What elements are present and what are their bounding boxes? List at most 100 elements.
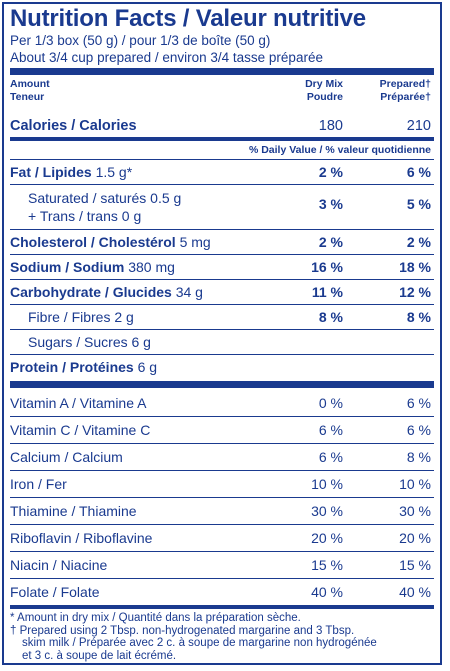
serving-prepared: About 3/4 cup prepared / environ 3/4 tas… (10, 50, 323, 65)
calories-dry: 180 (318, 118, 343, 134)
fibre-dry: 8 % (318, 309, 343, 325)
footnote-prepared-cont: et 3 c. à soupe de lait écrémé. (22, 649, 177, 662)
preparee-header: Préparée† (380, 91, 431, 103)
divider (10, 68, 434, 75)
vitamin-prepared: 10 % (399, 476, 431, 492)
footnotes: * Amount in dry mix / Quantité dans la p… (10, 609, 434, 662)
divider (10, 470, 434, 471)
divider (10, 304, 434, 305)
divider (10, 354, 434, 355)
fat-amount: 1.5 g* (95, 164, 133, 180)
divider (10, 254, 434, 255)
vitamin-dry: 40 % (311, 584, 343, 600)
fibre-prepared: 8 % (406, 309, 431, 325)
vitamin-label: Riboflavin / Riboflavine (10, 530, 153, 546)
divider (10, 443, 434, 444)
footnote-prepared: † Prepared using 2 Tbsp. non-hydrogenate… (10, 624, 355, 637)
poudre-header: Poudre (306, 91, 343, 103)
divider (10, 524, 434, 525)
divider (10, 229, 434, 230)
prepared-header: Prepared† (379, 78, 431, 90)
saturated-dry: 3 % (318, 196, 343, 212)
fat-label: Fat / Lipides (10, 164, 92, 180)
divider (10, 184, 434, 185)
protein-label: Protein / Protéines (10, 359, 134, 375)
vitamin-prepared: 6 % (406, 422, 431, 438)
vitamin-row: Niacin / Niacine 15 % 15 % (10, 552, 434, 578)
vitamin-dry: 30 % (311, 503, 343, 519)
vitamin-label: Niacin / Niacine (10, 557, 108, 573)
vitamin-row: Riboflavin / Riboflavine 20 % 20 % (10, 525, 434, 551)
protein-row: Protein / Protéines 6 g (10, 355, 434, 379)
divider (10, 578, 434, 579)
sodium-row: Sodium / Sodium 380 mg 16 % 18 % (10, 255, 434, 279)
vitamin-prepared: 15 % (399, 557, 431, 573)
vitamin-label: Iron / Fer (10, 476, 67, 492)
fat-prepared: 6 % (406, 164, 431, 180)
protein-amount: 6 g (137, 359, 158, 375)
fibre-row: Fibre / Fibres 2 g 8 % 8 % (10, 305, 434, 329)
panel-title: Nutrition Facts / Valeur nutritive (10, 5, 366, 32)
sodium-amount: 380 mg (128, 259, 175, 275)
amount-label: Amount (10, 78, 50, 90)
saturated-label: Saturated / saturés 0.5 g (28, 190, 182, 206)
vitamin-dry: 6 % (318, 422, 343, 438)
vitamin-prepared: 40 % (399, 584, 431, 600)
cholesterol-prepared: 2 % (406, 234, 431, 250)
carbohydrate-dry: 11 % (311, 284, 343, 300)
teneur-label: Teneur (10, 91, 45, 103)
fibre-label: Fibre / Fibres 2 g (28, 309, 134, 325)
divider (10, 137, 434, 141)
divider (10, 416, 434, 417)
vitamin-prepared: 6 % (406, 395, 431, 411)
footnote-dry-mix: * Amount in dry mix / Quantité dans la p… (10, 612, 301, 624)
vitamin-label: Folate / Folate (10, 584, 100, 600)
daily-value-header: % Daily Value / % valeur quotidienne (248, 144, 431, 156)
serving-size: Per 1/3 box (50 g) / pour 1/3 de boîte (… (10, 33, 271, 48)
sodium-dry: 16 % (311, 259, 343, 275)
vitamin-row: Vitamin C / Vitamine C 6 % 6 % (10, 417, 434, 443)
vitamin-dry: 15 % (311, 557, 343, 573)
calories-label: Calories / Calories (10, 118, 137, 134)
calories-row: Calories / Calories 180 210 (10, 115, 434, 137)
divider (10, 381, 434, 388)
vitamin-prepared: 30 % (399, 503, 431, 519)
divider (10, 159, 434, 160)
vitamin-dry: 0 % (318, 395, 343, 411)
saturated-prepared: 5 % (406, 196, 431, 212)
fat-dry: 2 % (318, 164, 343, 180)
column-header: Amount Teneur Dry Mix Poudre Prepared† P… (10, 77, 434, 115)
vitamin-row: Iron / Fer 10 % 10 % (10, 471, 434, 497)
cholesterol-label: Cholesterol / Cholestérol (10, 234, 176, 250)
divider (10, 279, 434, 280)
vitamin-prepared: 8 % (406, 449, 431, 465)
vitamin-row: Vitamin A / Vitamine A 0 % 6 % (10, 390, 434, 416)
fat-row: Fat / Lipides 1.5 g* 2 % 6 % (10, 160, 434, 184)
cholesterol-row: Cholesterol / Cholestérol 5 mg 2 % 2 % (10, 230, 434, 254)
vitamin-prepared: 20 % (399, 530, 431, 546)
vitamin-row: Folate / Folate 40 % 40 % (10, 579, 434, 605)
vitamin-label: Vitamin A / Vitamine A (10, 395, 147, 411)
vitamin-label: Thiamine / Thiamine (10, 503, 137, 519)
vitamin-label: Vitamin C / Vitamine C (10, 422, 151, 438)
sodium-label: Sodium / Sodium (10, 259, 125, 275)
carbohydrate-prepared: 12 % (399, 284, 431, 300)
nutrition-facts-panel: Nutrition Facts / Valeur nutritive Per 1… (2, 2, 442, 665)
cholesterol-amount: 5 mg (179, 234, 211, 250)
sodium-prepared: 18 % (399, 259, 431, 275)
cholesterol-dry: 2 % (318, 234, 343, 250)
sugars-row: Sugars / Sucres 6 g (10, 330, 434, 354)
vitamin-row: Thiamine / Thiamine 30 % 30 % (10, 498, 434, 524)
vitamin-row: Calcium / Calcium 6 % 8 % (10, 444, 434, 470)
divider (10, 605, 434, 609)
divider (10, 329, 434, 330)
dry-mix-header: Dry Mix (305, 78, 343, 90)
sugars-label: Sugars / Sucres 6 g (28, 334, 151, 350)
vitamin-dry: 6 % (318, 449, 343, 465)
calories-prepared: 210 (406, 118, 431, 134)
divider (10, 551, 434, 552)
carbohydrate-label: Carbohydrate / Glucides (10, 284, 172, 300)
vitamin-dry: 20 % (311, 530, 343, 546)
divider (10, 497, 434, 498)
trans-label: + Trans / trans 0 g (28, 208, 142, 224)
